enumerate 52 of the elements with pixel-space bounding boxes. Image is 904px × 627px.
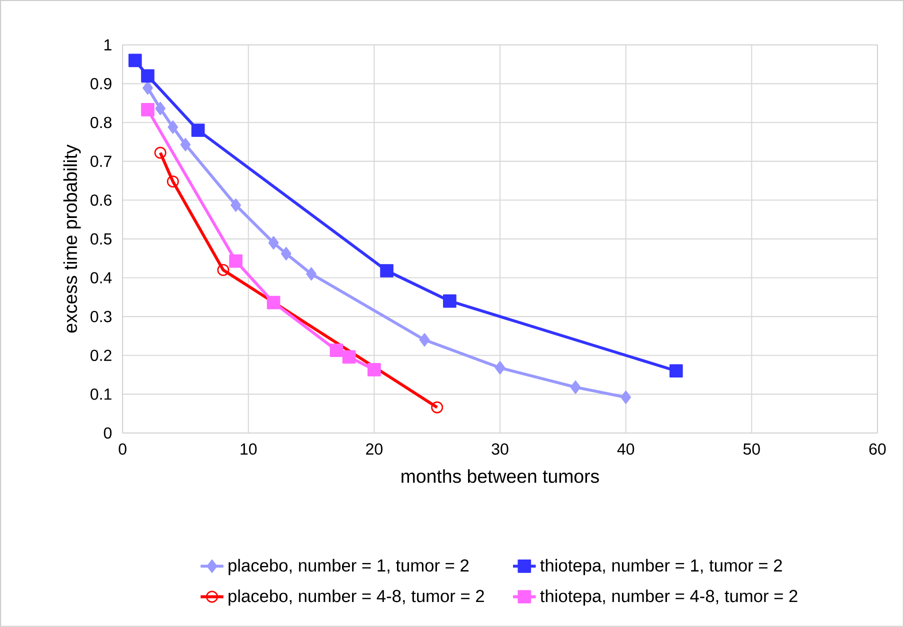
y-tick-label: 0.4 <box>90 272 112 284</box>
legend-label: thiotepa, number = 1, tumor = 2 <box>540 558 782 576</box>
point <box>155 102 166 116</box>
point <box>280 247 292 260</box>
point <box>166 176 179 188</box>
x-tick-label: 0 <box>118 443 126 455</box>
point <box>266 296 280 310</box>
point <box>494 361 506 374</box>
x-tick-label: 20 <box>366 443 382 455</box>
point <box>229 254 242 268</box>
x-tick-label: 30 <box>492 443 508 455</box>
y-axis-title: excess time probability <box>63 144 81 333</box>
point <box>191 124 205 137</box>
point <box>620 390 632 404</box>
point <box>419 333 430 347</box>
point <box>570 380 581 394</box>
x-axis-title: months between tumors <box>402 469 599 483</box>
y-tick-label: 0.3 <box>90 310 112 322</box>
point <box>669 364 683 378</box>
point <box>154 146 166 159</box>
point <box>443 294 456 308</box>
point <box>180 138 191 152</box>
point <box>431 401 444 414</box>
legend-label: placebo, number = 4-8, tumor = 2 <box>228 590 484 606</box>
x-tick-label: 60 <box>869 443 886 455</box>
point <box>141 69 154 83</box>
y-tick-label: 0.7 <box>90 156 112 168</box>
point <box>168 120 178 134</box>
y-tick-label: 0.8 <box>90 116 112 128</box>
point <box>342 350 356 364</box>
point <box>306 267 316 281</box>
x-tick-label: 10 <box>240 443 257 455</box>
y-tick-label: 0.2 <box>90 350 112 362</box>
legend-label: placebo, number = 1, tumor = 2 <box>228 558 469 576</box>
y-tick-label: 0 <box>104 427 112 439</box>
y-tick-label: 0.1 <box>90 388 112 400</box>
point <box>142 81 153 95</box>
point <box>380 264 394 278</box>
point <box>128 54 142 68</box>
point <box>217 264 230 276</box>
point <box>330 344 344 358</box>
x-tick-label: 50 <box>743 443 760 455</box>
point <box>141 103 154 116</box>
point <box>268 236 279 250</box>
y-tick-label: 1 <box>104 39 112 50</box>
point <box>230 198 241 212</box>
y-tick-label: 0.9 <box>90 78 112 90</box>
y-tick-label: 0.5 <box>90 233 112 245</box>
point <box>368 363 381 376</box>
legend-label: thiotepa, number = 4-8, tumor = 2 <box>540 590 798 606</box>
x-tick-label: 40 <box>617 443 634 455</box>
y-tick-label: 0.6 <box>90 194 112 206</box>
